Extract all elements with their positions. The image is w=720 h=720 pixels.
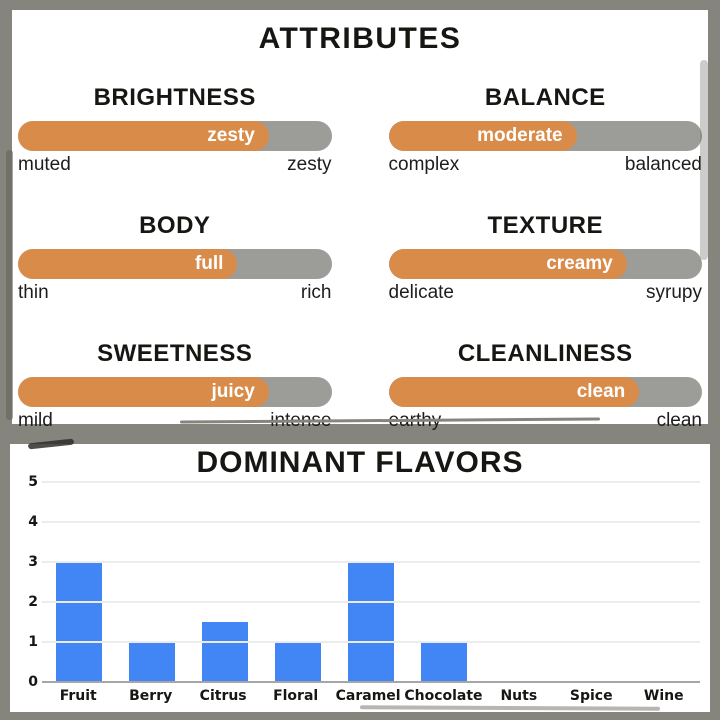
attribute-name: BRIGHTNESS xyxy=(93,84,256,111)
attribute-right-label: syrupy xyxy=(646,282,702,303)
attribute-right-label: rich xyxy=(300,282,332,303)
y-tick-label: 1 xyxy=(28,634,38,650)
attributes-panel: ATTRIBUTES BRIGHTNESS zesty muted zesty BALA… xyxy=(12,10,708,431)
bar-slot xyxy=(554,482,627,682)
attribute-left-label: mild xyxy=(18,410,53,431)
y-tick-label: 5 xyxy=(28,474,38,490)
bars-container xyxy=(42,482,700,682)
attributes-grid: BRIGHTNESS zesty muted zesty BALANCE moderate… xyxy=(12,56,708,432)
attribute-value-label: moderate xyxy=(477,125,563,146)
gridline xyxy=(42,481,700,483)
y-tick-label: 3 xyxy=(28,554,38,570)
attribute-track: full xyxy=(18,249,332,279)
bar-slot xyxy=(188,482,261,682)
x-tick-label: Fruit xyxy=(59,688,97,704)
attribute-fill-bar: moderate xyxy=(388,121,577,151)
attribute-track: zesty xyxy=(18,121,332,151)
attribute-track: creamy xyxy=(388,249,702,279)
y-axis: 0 1 2 3 4 5 xyxy=(16,475,42,689)
bar-slot xyxy=(627,482,700,682)
y-tick-label: 2 xyxy=(28,594,38,610)
attribute-item: TEXTURE creamy delicate syrupy xyxy=(388,212,703,304)
attribute-endpoints: delicate syrupy xyxy=(389,282,703,304)
attribute-right-label: clean xyxy=(656,410,702,431)
attribute-track: clean xyxy=(388,377,702,407)
y-tick-label: 0 xyxy=(28,674,38,690)
attribute-left-label: delicate xyxy=(388,282,455,303)
bar-slot xyxy=(115,482,188,682)
attribute-endpoints: muted zesty xyxy=(18,154,332,176)
attribute-value-label: zesty xyxy=(207,125,255,146)
bar-floral xyxy=(274,642,321,682)
attribute-fill-bar: clean xyxy=(388,377,640,407)
attribute-right-label: zesty xyxy=(287,154,332,175)
attribute-fill-bar: creamy xyxy=(388,249,627,279)
gridline xyxy=(42,521,700,523)
attribute-name: BALANCE xyxy=(484,84,606,111)
attribute-name: CLEANLINESS xyxy=(457,340,633,367)
chart-title: DOMINANT FLAVORS xyxy=(196,446,524,479)
attribute-left-label: thin xyxy=(18,282,49,303)
attribute-right-label: intense xyxy=(270,410,332,431)
bar-caramel xyxy=(347,562,394,682)
attribute-endpoints: complex balanced xyxy=(389,154,703,176)
x-tick-label: Berry xyxy=(129,688,173,704)
attribute-fill-bar: full xyxy=(18,249,238,279)
attribute-left-label: complex xyxy=(388,154,460,175)
bar-citrus xyxy=(201,622,248,682)
x-tick-label: Wine xyxy=(643,688,684,704)
attribute-item: SWEETNESS juicy mild intense xyxy=(18,340,332,432)
attribute-track: moderate xyxy=(388,121,702,151)
attribute-item: BRIGHTNESS zesty muted zesty xyxy=(18,84,332,176)
bar-slot xyxy=(408,482,481,682)
x-axis-labels: Fruit Berry Citrus Floral Caramel Chocolate Nu… xyxy=(42,688,700,704)
attribute-value-label: full xyxy=(194,253,224,274)
x-tick-label: Caramel xyxy=(335,688,401,704)
attribute-value-label: creamy xyxy=(546,253,613,274)
plot-area xyxy=(42,481,700,683)
bar-fruit xyxy=(55,562,102,682)
attribute-value-label: clean xyxy=(576,381,626,402)
gridline xyxy=(42,601,700,603)
bar-slot xyxy=(42,482,115,682)
attribute-right-label: balanced xyxy=(624,154,702,175)
attribute-name: TEXTURE xyxy=(487,212,603,239)
gridline xyxy=(42,561,700,563)
attribute-left-label: earthy xyxy=(388,410,442,431)
bar-chart: 0 1 2 3 4 5 xyxy=(16,475,700,689)
attribute-fill-bar: juicy xyxy=(18,377,269,407)
y-tick-label: 4 xyxy=(28,514,38,530)
x-tick-label: Nuts xyxy=(500,688,538,704)
dominant-flavors-panel: DOMINANT FLAVORS 0 1 2 3 4 5 Fruit Berry Citrus… xyxy=(10,444,710,712)
attribute-name: BODY xyxy=(139,212,211,239)
x-tick-label: Spice xyxy=(569,688,613,704)
gridline xyxy=(42,641,700,643)
bar-slot xyxy=(261,482,334,682)
attribute-item: BODY full thin rich xyxy=(18,212,332,304)
attribute-endpoints: thin rich xyxy=(18,282,332,304)
attribute-value-label: juicy xyxy=(211,381,255,402)
x-axis-line xyxy=(42,681,700,683)
attribute-track: juicy xyxy=(18,377,332,407)
attribute-left-label: muted xyxy=(18,154,71,175)
attribute-fill-bar: zesty xyxy=(18,121,269,151)
attribute-endpoints: mild intense xyxy=(18,410,332,432)
bar-berry xyxy=(128,642,175,682)
attributes-title: ATTRIBUTES xyxy=(258,22,462,55)
attribute-item: CLEANLINESS clean earthy clean xyxy=(388,340,703,432)
bar-slot xyxy=(481,482,554,682)
x-tick-label: Citrus xyxy=(199,688,247,704)
x-tick-label: Chocolate xyxy=(404,688,483,704)
attribute-item: BALANCE moderate complex balanced xyxy=(388,84,703,176)
attribute-name: SWEETNESS xyxy=(97,340,253,367)
bar-slot xyxy=(334,482,407,682)
bar-chocolate xyxy=(421,642,468,682)
x-tick-label: Floral xyxy=(273,688,319,704)
attribute-endpoints: earthy clean xyxy=(389,410,703,432)
